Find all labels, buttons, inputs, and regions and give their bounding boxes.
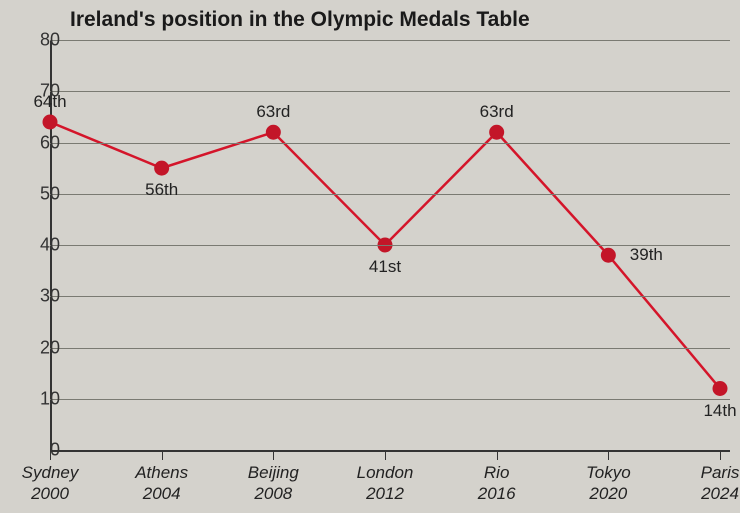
gridline [50,296,730,297]
data-point [489,125,504,140]
point-label: 63rd [256,102,290,122]
x-tick [497,450,498,460]
x-tick-label: London2012 [357,462,414,505]
data-point [43,115,58,130]
data-point [713,381,728,396]
x-tick-label: Tokyo2020 [586,462,631,505]
chart-container: Ireland's position in the Olympic Medals… [0,0,740,513]
gridline [50,348,730,349]
x-tick [720,450,721,460]
x-tick-label: Sydney2000 [22,462,79,505]
x-tick-label: Rio2016 [478,462,516,505]
gridline [50,399,730,400]
y-tick-label: 30 [20,286,60,307]
x-tick [50,450,51,460]
x-tick [385,450,386,460]
y-tick-label: 50 [20,183,60,204]
x-tick-label: Beijing2008 [248,462,299,505]
gridline [50,143,730,144]
y-tick-label: 0 [20,440,60,461]
data-point [266,125,281,140]
point-label: 41st [369,257,401,277]
data-line [50,122,720,389]
y-tick-label: 40 [20,235,60,256]
gridline [50,40,730,41]
data-point [601,248,616,263]
y-tick-label: 20 [20,337,60,358]
gridline [50,245,730,246]
data-point [154,161,169,176]
y-tick-label: 10 [20,388,60,409]
x-tick [608,450,609,460]
point-label: 64th [33,92,66,112]
point-label: 63rd [480,102,514,122]
point-label: 39th [630,245,663,265]
x-tick-label: Athens2004 [135,462,188,505]
x-tick-label: Paris2024 [701,462,740,505]
y-tick-label: 80 [20,30,60,51]
y-tick-label: 60 [20,132,60,153]
x-tick [273,450,274,460]
point-label: 14th [703,401,736,421]
point-label: 56th [145,180,178,200]
gridline [50,91,730,92]
x-tick [162,450,163,460]
